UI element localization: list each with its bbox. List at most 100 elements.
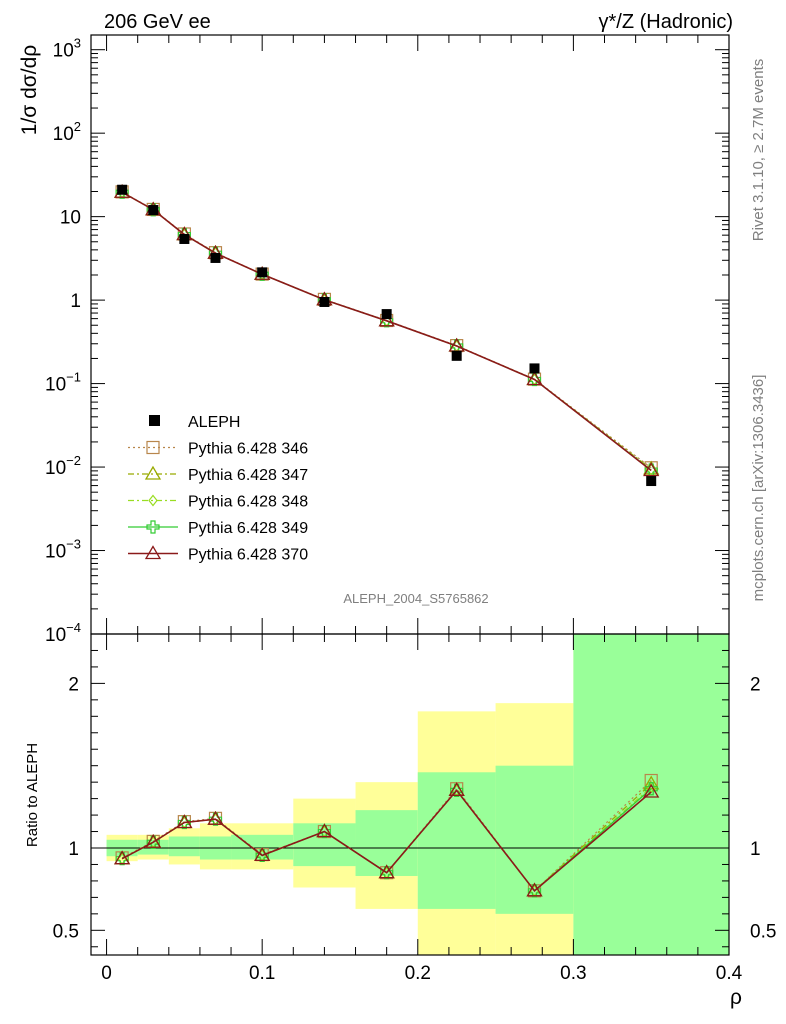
main-ytick-base: 10 bbox=[45, 542, 66, 563]
main-ytick-base: 10 bbox=[45, 375, 66, 396]
band-inner-8 bbox=[495, 765, 574, 914]
main-ytick-base: 10 bbox=[53, 41, 74, 62]
legend: ALEPH Pythia 6.428 346 Pythia 6.428 347 Pyt… bbox=[128, 414, 308, 564]
main-ytick-label-4: 1 bbox=[70, 291, 81, 312]
legend-marker-0 bbox=[146, 440, 160, 455]
main-ytick-base: 10 bbox=[53, 124, 74, 145]
legend-label-3: Pythia 6.428 349 bbox=[188, 520, 308, 537]
ratio-series-3-point-4 bbox=[255, 848, 269, 863]
legend-marker-aleph bbox=[149, 415, 160, 426]
legend-label-0: Pythia 6.428 346 bbox=[188, 441, 308, 458]
ratio-ytick-label-right-2: 2 bbox=[750, 674, 761, 695]
main-ytick-base: 10 bbox=[60, 208, 81, 229]
aleph-point-2 bbox=[179, 233, 190, 244]
aleph-point-8 bbox=[529, 363, 540, 374]
main-ytick-label-3: 10−1 bbox=[45, 370, 81, 396]
ratio-series-line-4 bbox=[121, 789, 652, 892]
xtick-label-0: 0 bbox=[101, 963, 112, 984]
legend-label-aleph: ALEPH bbox=[188, 414, 240, 431]
ratio-ytick-label-right-1: 1 bbox=[750, 839, 761, 860]
main-title-left: 206 GeV ee bbox=[104, 11, 211, 33]
main-ytick-base: 10 bbox=[45, 625, 66, 646]
x-axis-label: ρ bbox=[730, 986, 742, 1009]
main-title-right: γ*/Z (Hadronic) bbox=[599, 11, 733, 33]
xtick-label-3: 0.3 bbox=[560, 963, 586, 984]
ratio-series-0-point-9 bbox=[644, 773, 658, 788]
rivet-version-label: Rivet 3.1.10, ≥ 2.7M events bbox=[750, 59, 767, 242]
ratio-series-4-point-0 bbox=[113, 850, 131, 865]
legend-marker-4 bbox=[144, 545, 162, 560]
ratio-ytick-label-left-0: 0.5 bbox=[53, 921, 79, 942]
legend-marker-2 bbox=[148, 494, 158, 507]
main-series-lines bbox=[113, 183, 660, 477]
ratio-series-3-point-0 bbox=[115, 852, 129, 866]
ratio-series-4-point-2 bbox=[176, 814, 193, 829]
ratio-ytick-label-left-1: 1 bbox=[68, 839, 79, 860]
ratio-ytick-label-right-0: 0.5 bbox=[750, 921, 776, 942]
ratio-y-axis-label: Ratio to ALEPH bbox=[24, 743, 41, 847]
aleph-point-3 bbox=[210, 252, 221, 263]
legend-label-2: Pythia 6.428 348 bbox=[188, 494, 308, 511]
aleph-data-points bbox=[117, 184, 657, 487]
xtick-label-4: 0.4 bbox=[716, 963, 743, 984]
aleph-point-7 bbox=[451, 350, 462, 361]
main-ytick-exponent: −1 bbox=[66, 370, 81, 385]
legend-label-1: Pythia 6.428 347 bbox=[188, 467, 308, 484]
ratio-uncertainty-bands bbox=[91, 634, 729, 955]
ratio-series-4-point-3 bbox=[207, 810, 224, 825]
main-panel-frame bbox=[90, 34, 730, 635]
main-ytick-exponent: −2 bbox=[66, 453, 81, 468]
ratio-series-4-point-7 bbox=[448, 782, 465, 797]
ratio-series-4-point-6 bbox=[378, 864, 395, 879]
main-ytick-label-2: 10−2 bbox=[45, 453, 81, 479]
main-series-line-4 bbox=[121, 191, 652, 472]
tick-marks bbox=[91, 35, 730, 955]
main-ytick-label-0: 10−4 bbox=[45, 620, 81, 646]
ratio-series-4-point-9 bbox=[643, 783, 660, 798]
legend-marker-3 bbox=[146, 520, 160, 534]
ratio-series-lines bbox=[113, 773, 660, 898]
main-ytick-label-1: 10−3 bbox=[45, 537, 81, 563]
analysis-watermark: ALEPH_2004_S5765862 bbox=[343, 591, 488, 606]
legend-label-4: Pythia 6.428 370 bbox=[188, 547, 308, 564]
main-ytick-label-6: 102 bbox=[53, 119, 81, 145]
main-ytick-exponent: −3 bbox=[66, 537, 81, 552]
ratio-series-4-point-5 bbox=[316, 823, 333, 838]
main-ytick-exponent: 3 bbox=[74, 36, 81, 51]
main-series-4-point-9 bbox=[643, 462, 660, 477]
ratio-series-3-point-3 bbox=[208, 812, 223, 826]
aleph-point-5 bbox=[319, 296, 330, 307]
band-inner-2 bbox=[168, 836, 200, 857]
main-ytick-exponent: 2 bbox=[74, 119, 81, 134]
band-inner-5 bbox=[293, 823, 356, 867]
aleph-point-4 bbox=[257, 267, 268, 278]
legend-marker-1 bbox=[144, 465, 162, 480]
xtick-label-2: 0.2 bbox=[405, 963, 431, 984]
band-inner-7 bbox=[417, 772, 496, 909]
ratio-series-4-point-1 bbox=[145, 833, 162, 848]
main-series-4-point-8 bbox=[526, 371, 543, 386]
axes-frames bbox=[90, 34, 730, 956]
main-ytick-label-5: 10 bbox=[60, 208, 81, 229]
aleph-point-6 bbox=[381, 309, 392, 320]
mcplots-reference-label: mcplots.cern.ch [arXiv:1306.3436] bbox=[750, 375, 767, 602]
main-ytick-base: 1 bbox=[70, 291, 81, 312]
ratio-series-3-point-2 bbox=[177, 815, 191, 830]
main-y-axis-label: 1/σ dσ/dρ bbox=[18, 45, 41, 135]
main-series-4-point-6 bbox=[378, 312, 395, 327]
main-ytick-exponent: −4 bbox=[66, 620, 81, 635]
ratio-series-3-point-7 bbox=[450, 783, 464, 797]
ratio-series-4-point-4 bbox=[254, 847, 271, 862]
aleph-point-9 bbox=[646, 476, 657, 487]
aleph-point-1 bbox=[148, 205, 159, 216]
main-ytick-label-7: 103 bbox=[53, 36, 81, 62]
xtick-label-1: 0.1 bbox=[249, 963, 275, 984]
ratio-panel-frame bbox=[90, 633, 730, 956]
ratio-series-3-point-9 bbox=[644, 782, 658, 796]
ratio-series-4-point-8 bbox=[526, 882, 543, 897]
main-ytick-base: 10 bbox=[45, 458, 66, 479]
aleph-point-0 bbox=[117, 184, 128, 195]
ratio-ytick-label-left-2: 2 bbox=[68, 674, 79, 695]
